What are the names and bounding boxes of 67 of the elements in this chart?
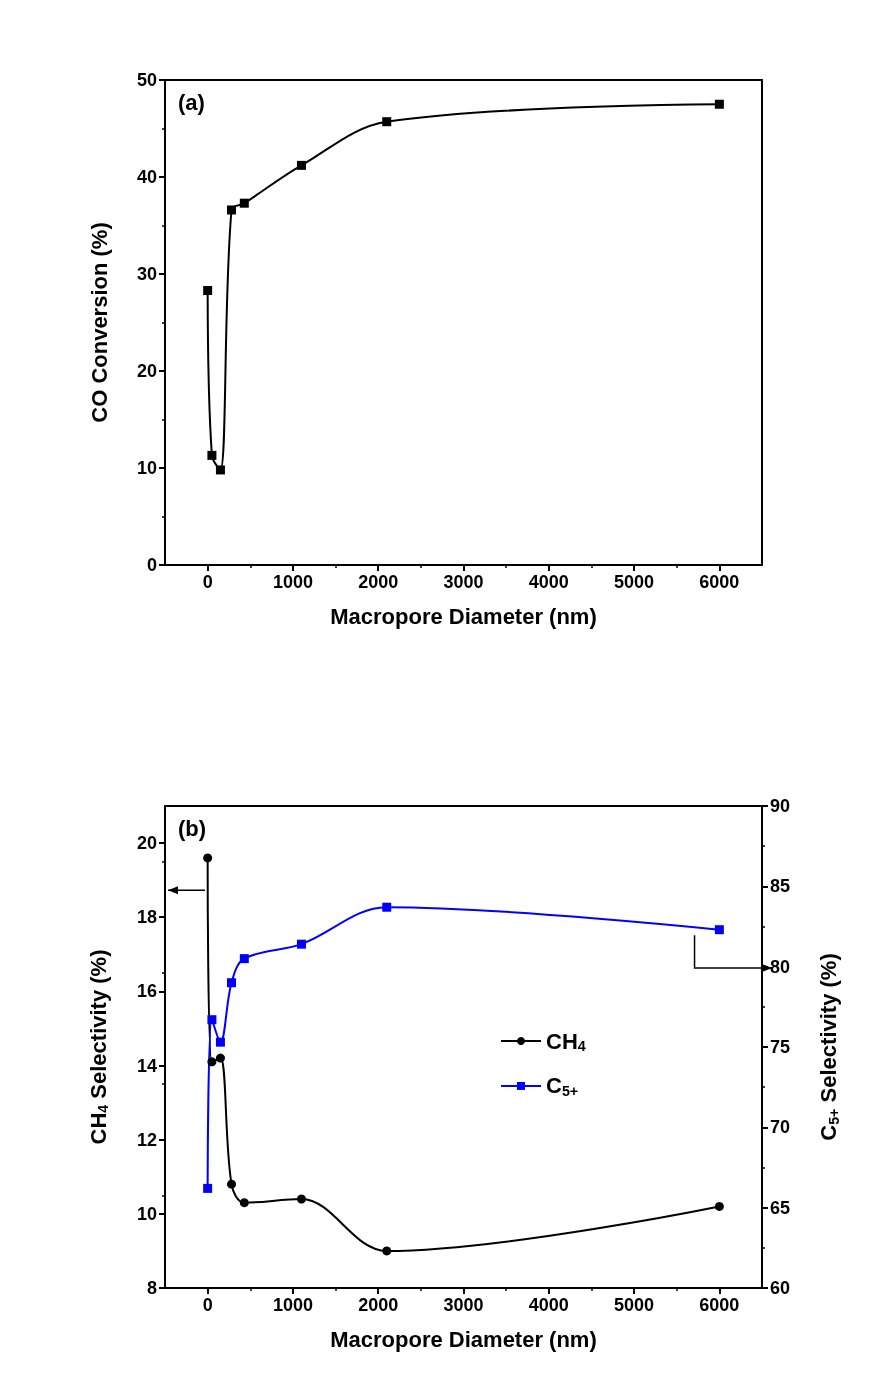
y-tick-label: 50 bbox=[136, 70, 157, 90]
y-tick-label: 10 bbox=[136, 458, 157, 478]
point bbox=[207, 450, 217, 460]
y-tick-label: 20 bbox=[136, 361, 157, 381]
x-tick-label: 0 bbox=[202, 1295, 213, 1315]
x-axis-title: Macropore Diameter (nm) bbox=[330, 603, 597, 629]
point bbox=[207, 1015, 217, 1025]
x-tick-label: 1000 bbox=[272, 1295, 313, 1315]
point bbox=[239, 954, 249, 964]
y2-tick-label: 70 bbox=[770, 1117, 791, 1138]
point bbox=[227, 1179, 237, 1189]
y2-tick-label: 75 bbox=[770, 1037, 791, 1057]
x-tick-label: 5000 bbox=[614, 572, 655, 592]
x-tick-label: 5000 bbox=[614, 1295, 655, 1315]
x-tick-label: 0 bbox=[202, 572, 213, 592]
point bbox=[227, 205, 237, 215]
y-tick-label: 0 bbox=[146, 555, 157, 575]
y2-tick-label: 65 bbox=[770, 1197, 791, 1218]
y2-tick-label: 60 bbox=[770, 1278, 791, 1298]
y2-axis-title: C5+ Selectivity (%) bbox=[816, 953, 842, 1141]
point bbox=[296, 160, 306, 170]
y-tick-label: 18 bbox=[136, 907, 157, 928]
point bbox=[714, 99, 724, 109]
x-tick-label: 6000 bbox=[699, 572, 740, 592]
x-axis-title: Macropore Diameter (nm) bbox=[330, 1326, 597, 1352]
y2-tick-label: 85 bbox=[770, 876, 791, 897]
x-tick-label: 2000 bbox=[358, 572, 399, 592]
chart-title: (a) bbox=[178, 89, 205, 115]
point bbox=[296, 939, 306, 949]
x-tick-label: 2000 bbox=[358, 1295, 399, 1315]
point bbox=[215, 1053, 225, 1063]
point bbox=[203, 285, 213, 295]
y-axis-title: CO Conversion (%) bbox=[86, 222, 112, 423]
point bbox=[239, 198, 249, 208]
legend-label: C5+ bbox=[546, 1073, 579, 1099]
point bbox=[382, 1246, 392, 1256]
y-tick-label: 14 bbox=[136, 1055, 157, 1076]
x-tick-label: 3000 bbox=[443, 572, 484, 592]
y-tick-label: 16 bbox=[136, 981, 157, 1002]
point bbox=[382, 902, 392, 912]
x-tick-label: 4000 bbox=[528, 1295, 569, 1315]
legend-label: CH4 bbox=[546, 1028, 586, 1054]
y-axis-title: CH4 Selectivity (%) bbox=[85, 949, 111, 1145]
y2-tick-label: 80 bbox=[770, 956, 791, 977]
point bbox=[215, 1037, 225, 1047]
y-tick-label: 12 bbox=[136, 1129, 157, 1150]
point bbox=[296, 1194, 306, 1204]
y2-tick-label: 90 bbox=[770, 796, 791, 816]
y-tick-label: 8 bbox=[146, 1278, 157, 1298]
point bbox=[382, 117, 392, 127]
point bbox=[239, 1198, 249, 1208]
x-tick-label: 3000 bbox=[443, 1295, 484, 1315]
y-tick-label: 20 bbox=[136, 833, 157, 854]
point bbox=[215, 465, 225, 475]
point bbox=[714, 1201, 724, 1211]
chart-title: (b) bbox=[178, 815, 207, 841]
point bbox=[207, 1057, 217, 1067]
x-tick-label: 1000 bbox=[272, 572, 313, 592]
point bbox=[203, 1183, 213, 1193]
y-tick-label: 10 bbox=[136, 1203, 157, 1224]
x-tick-label: 4000 bbox=[528, 572, 569, 592]
y-tick-label: 40 bbox=[136, 167, 157, 187]
point bbox=[227, 978, 237, 988]
point bbox=[203, 853, 213, 863]
y-tick-label: 30 bbox=[136, 264, 157, 284]
point bbox=[714, 925, 724, 935]
x-tick-label: 6000 bbox=[699, 1295, 740, 1315]
